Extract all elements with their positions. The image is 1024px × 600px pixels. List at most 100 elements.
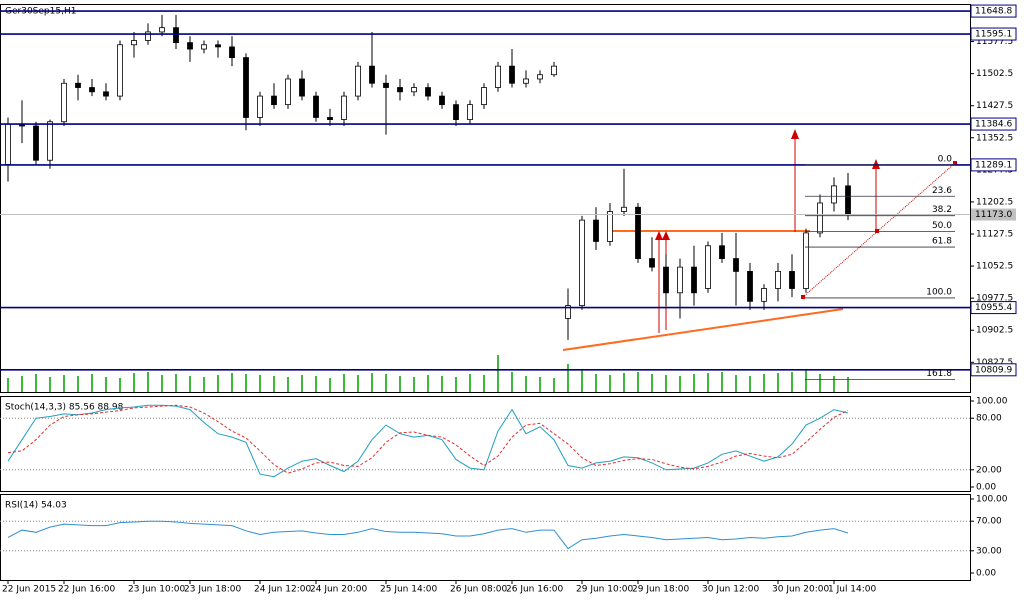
annotations	[562, 129, 957, 351]
candle-body	[621, 206, 627, 212]
candle-body	[481, 87, 487, 106]
fib-label: 161.8	[926, 369, 952, 379]
candle-body	[187, 42, 193, 50]
x-tick-label: 1 Jul 14:00	[828, 585, 877, 595]
level-label: 11384.6	[975, 120, 1012, 130]
candle-body	[397, 87, 403, 93]
candle-body	[103, 91, 109, 97]
y-tick-label: 11352.5	[976, 133, 1013, 143]
level-label: 10809.9	[975, 365, 1012, 375]
candle-body	[145, 31, 151, 41]
y-tick-label: 100.00	[976, 495, 1008, 505]
candle-body	[299, 78, 305, 97]
candle-body	[33, 125, 39, 161]
y-tick-label: 30.00	[976, 546, 1002, 556]
candle-body	[635, 206, 641, 259]
candle-body	[411, 87, 417, 93]
candle-body	[327, 117, 333, 121]
x-tick-label: 24 Jun 20:00	[310, 585, 367, 595]
candle-body	[775, 271, 781, 289]
level-label: 10955.4	[975, 303, 1012, 313]
candle-body	[551, 65, 557, 76]
candle-body	[719, 245, 725, 259]
level-box	[970, 158, 1017, 172]
current-price-box	[971, 208, 1016, 221]
y-tick-label: 20.00	[976, 465, 1002, 475]
candle-body	[117, 44, 123, 97]
candle-body	[243, 57, 249, 118]
candle-body	[705, 245, 711, 289]
x-tick-label: 29 Jun 10:00	[576, 585, 633, 595]
candle-body	[285, 78, 291, 106]
candle-body	[733, 258, 739, 272]
arrow-head	[872, 159, 880, 169]
stoch-frame	[0, 396, 971, 492]
candle-body	[789, 271, 795, 289]
candle-body	[761, 288, 767, 302]
y-tick-label: 11127.5	[976, 229, 1013, 239]
candle-body	[495, 65, 501, 88]
x-tick-label: 29 Jun 18:00	[632, 585, 689, 595]
indicator-line	[7, 520, 849, 550]
x-tick-label: 26 Jun 08:00	[450, 585, 507, 595]
candle-body	[579, 219, 585, 307]
level-label: 11595.1	[975, 30, 1012, 40]
y-tick-label: 0.00	[976, 483, 996, 493]
candle-body	[607, 211, 613, 242]
x-tick-label: 24 Jun 12:00	[254, 585, 311, 595]
indicator-line	[7, 404, 849, 474]
current-price-label: 11173.0	[975, 210, 1012, 220]
y-tick-label: 70.00	[976, 517, 1002, 527]
candle-body	[663, 266, 669, 294]
candle-body	[803, 232, 809, 289]
fib-label: 61.8	[932, 237, 952, 247]
candle-body	[593, 219, 599, 242]
fib-trendline	[802, 162, 956, 298]
candle-body	[75, 82, 81, 88]
main-frame	[0, 4, 971, 393]
candle-body	[159, 27, 165, 33]
candle-body	[215, 44, 221, 48]
candle-body	[341, 95, 347, 121]
candle-body	[173, 27, 179, 44]
candle-body	[467, 104, 473, 121]
y-tick-label: 11202.5	[976, 197, 1013, 207]
level-box	[970, 117, 1017, 131]
candle-body	[229, 46, 235, 58]
candle-body	[677, 266, 683, 294]
y-tick-label: 11427.5	[976, 101, 1013, 111]
x-tick-label: 30 Jun 20:00	[772, 585, 829, 595]
candle-body	[201, 44, 207, 50]
candle-body	[439, 95, 445, 106]
level-box	[970, 4, 1017, 18]
anchor	[953, 161, 957, 165]
candle-body	[313, 95, 319, 118]
candle-body	[271, 95, 277, 106]
candle-body	[425, 87, 431, 97]
level-label: 11289.1	[975, 160, 1012, 170]
panel-title: RSI(14) 54.03	[5, 501, 67, 511]
y-tick-label: 11577.5	[976, 37, 1013, 47]
candle-body	[691, 266, 697, 294]
candle-body	[131, 40, 137, 46]
candle-body	[383, 82, 389, 88]
anchor	[801, 295, 805, 299]
arrow-head	[791, 129, 799, 139]
x-tick-label: 22 Jun 2015	[2, 585, 56, 595]
candle-body	[257, 95, 263, 118]
y-tick-label: 100.00	[976, 397, 1008, 407]
level-label: 11648.8	[975, 7, 1012, 17]
y-tick-label: 10902.5	[976, 326, 1013, 336]
indicator-line	[7, 404, 849, 478]
candle-body	[747, 271, 753, 302]
fib-label: 50.0	[932, 221, 952, 231]
support-trendline	[562, 308, 844, 351]
y-tick-label: 11502.5	[976, 69, 1013, 79]
y-tick-label: 10977.5	[976, 294, 1013, 304]
x-tick-label: 30 Jun 12:00	[702, 585, 759, 595]
candle-body	[649, 258, 655, 268]
candle-body	[845, 185, 851, 215]
rsi-frame	[0, 494, 971, 581]
candle-body	[89, 87, 95, 93]
